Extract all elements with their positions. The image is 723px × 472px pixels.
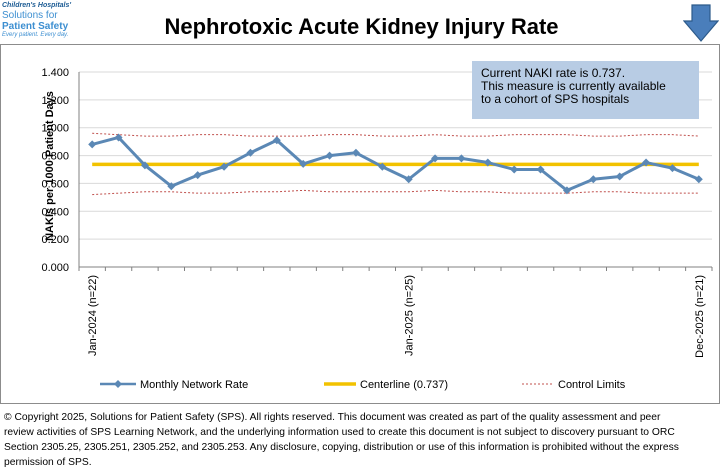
data-point xyxy=(694,175,703,184)
monthly-rate-line xyxy=(91,135,700,192)
legend: Monthly Network Rate Centerline (0.737) … xyxy=(100,379,626,391)
data-point xyxy=(140,161,149,170)
chart-frame xyxy=(0,44,720,404)
y-tick-label: 0.200 xyxy=(41,234,69,246)
down-arrow-icon xyxy=(683,4,719,42)
data-point xyxy=(246,148,255,157)
control-limits xyxy=(92,132,699,196)
legend-control-label: Control Limits xyxy=(558,379,626,391)
data-point xyxy=(351,148,360,157)
x-tick-label: Dec-2025 (n=21) xyxy=(694,275,706,358)
y-tick-label: 0.400 xyxy=(41,206,69,218)
y-tick-label: 0.800 xyxy=(41,151,69,163)
footer-line-4: permission of SPS. xyxy=(4,457,92,468)
legend-series-label: Monthly Network Rate xyxy=(140,379,248,391)
data-point xyxy=(589,175,598,184)
data-point xyxy=(272,136,281,145)
footer-line-1: © Copyright 2025, Solutions for Patient … xyxy=(4,412,661,423)
chart-title: Nephrotoxic Acute Kidney Injury Rate xyxy=(164,14,559,39)
annotation-box: Current NAKI rate is 0.737. This measure… xyxy=(472,61,699,119)
logo-line-2: Solutions for xyxy=(2,10,58,21)
logo-line-1: Children's Hospitals' xyxy=(2,2,72,9)
data-point xyxy=(193,171,202,180)
sps-logo: Children's Hospitals' Solutions for Pati… xyxy=(2,2,88,39)
x-tick-labels: Jan-2024 (n=22) Jan-2025 (n=25) Dec-2025 (… xyxy=(87,275,706,358)
data-point xyxy=(536,165,545,174)
data-point xyxy=(483,158,492,167)
axis-layer: 0.000 0.200 0.400 0.600 0.800 1.000 1.200 1.400 xyxy=(41,67,713,274)
y-tick-label: 1.200 xyxy=(41,95,69,107)
legend-centerline-label: Centerline (0.737) xyxy=(360,379,448,391)
annotation-line-2: This measure is currently available xyxy=(481,79,666,93)
y-tick-label: 0.000 xyxy=(41,262,69,274)
annotation-line-1: Current NAKI rate is 0.737. xyxy=(481,66,626,80)
copyright-footer: © Copyright 2025, Solutions for Patient … xyxy=(4,410,720,470)
data-point xyxy=(378,162,387,171)
data-point xyxy=(668,164,677,173)
lower-control-limit xyxy=(92,189,699,196)
data-point xyxy=(325,151,334,160)
series-line xyxy=(88,133,703,195)
data-point xyxy=(510,165,519,174)
data-point xyxy=(88,140,97,149)
data-point xyxy=(457,154,466,163)
y-tick-label: 1.400 xyxy=(41,67,69,79)
data-point xyxy=(404,175,413,184)
data-point xyxy=(431,154,440,163)
logo-tagline: Every patient. Every day. xyxy=(2,32,69,38)
y-axis-title: NAKIs per 1000 Patient Days xyxy=(44,91,56,241)
data-point xyxy=(299,159,308,168)
y-tick-label: 1.000 xyxy=(41,123,69,135)
data-point xyxy=(562,186,571,195)
footer-line-3: Section 2305.25, 2305.251, 2305.252, and… xyxy=(4,442,679,453)
x-tick-label: Jan-2024 (n=22) xyxy=(87,275,99,356)
data-point xyxy=(642,158,651,167)
footer-line-2: review activities of SPS Learning Networ… xyxy=(4,427,675,438)
y-tick-label: 0.600 xyxy=(41,178,69,190)
data-point xyxy=(220,162,229,171)
x-tick-label: Jan-2025 (n=25) xyxy=(404,275,416,356)
upper-control-limit xyxy=(92,132,699,137)
annotation-line-3: to a cohort of SPS hospitals xyxy=(481,92,630,106)
data-point xyxy=(167,182,176,191)
legend-series-marker xyxy=(114,380,122,388)
data-point xyxy=(615,172,624,181)
data-point xyxy=(114,133,123,142)
logo-line-3: Patient Safety xyxy=(2,21,69,32)
